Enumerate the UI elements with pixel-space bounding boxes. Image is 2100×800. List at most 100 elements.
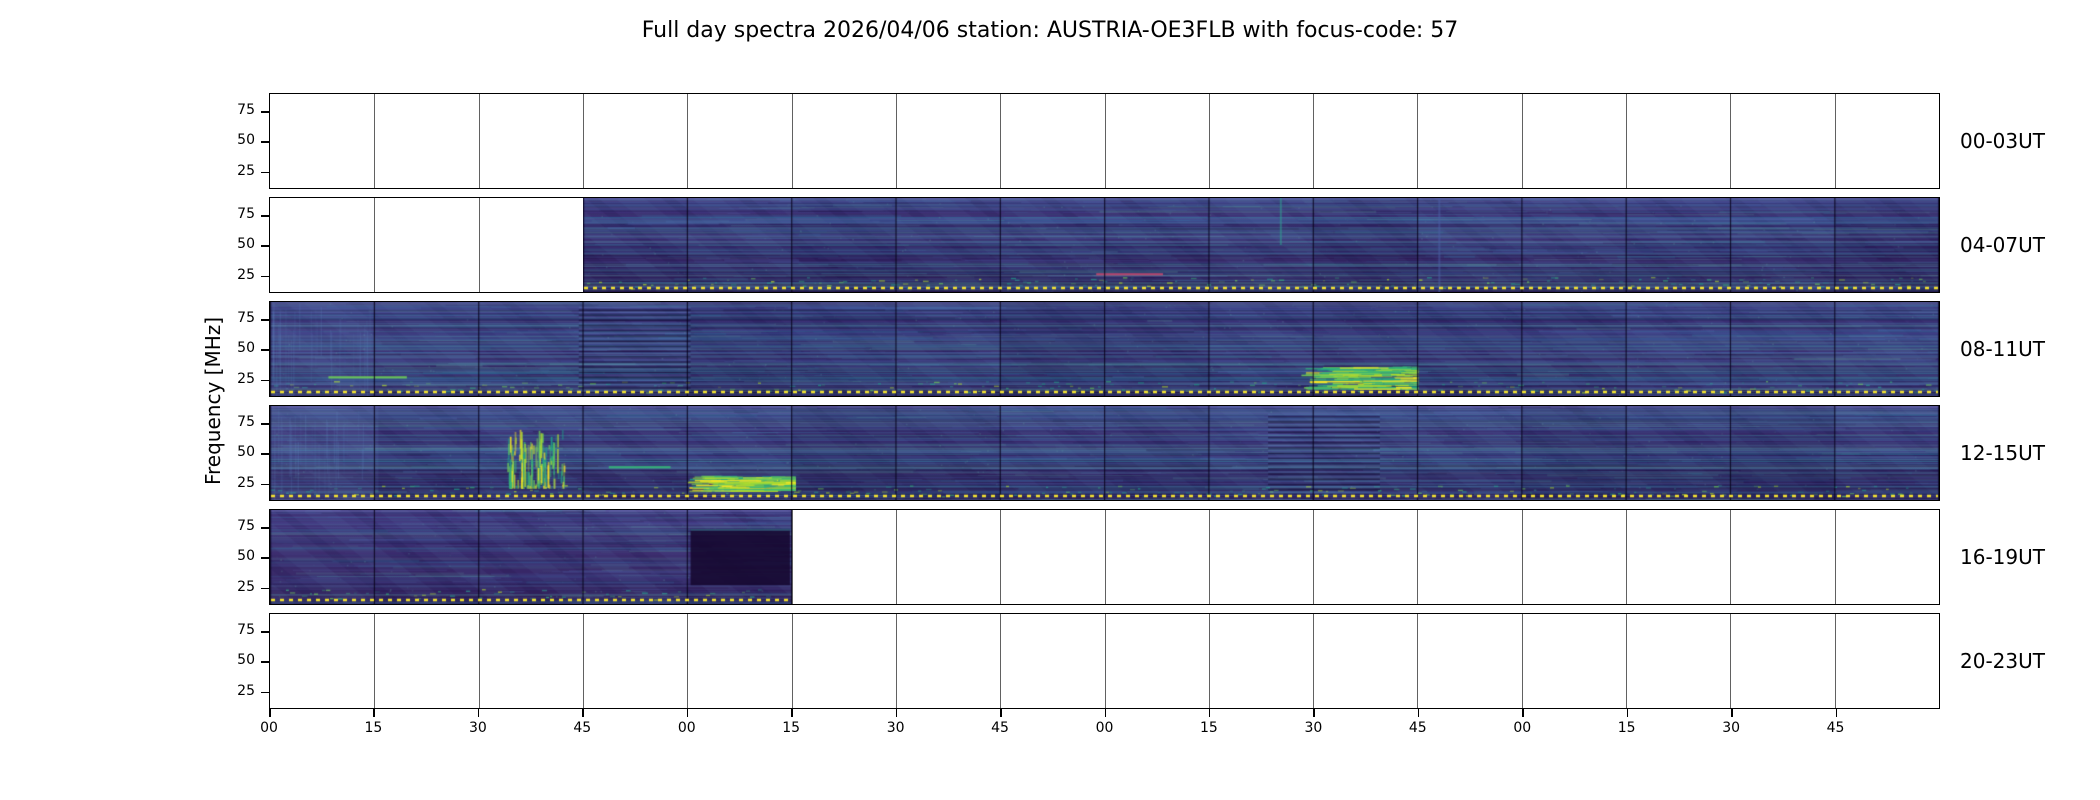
x-tick-mark — [1731, 709, 1733, 717]
x-tick-label: 30 — [468, 720, 487, 736]
segment-divider — [1000, 510, 1002, 604]
segment-divider — [1626, 94, 1628, 188]
spectra-panel-row5 — [269, 613, 1940, 709]
spectrogram-canvas-row2 — [270, 302, 1939, 396]
y-tick-label: 75 — [237, 414, 255, 431]
segment-divider — [1834, 614, 1836, 708]
x-tick-label: 45 — [1826, 720, 1845, 736]
segment-divider — [1521, 510, 1523, 604]
segment-divider — [1313, 94, 1315, 188]
x-tick-mark — [1626, 709, 1629, 717]
y-tick-label: 50 — [237, 340, 255, 357]
spectrogram-canvas-row4 — [270, 510, 792, 604]
x-tick-label: 15 — [1200, 720, 1218, 736]
y-tick-mark — [261, 423, 269, 425]
y-tick-mark — [261, 631, 269, 633]
segment-divider — [374, 94, 376, 188]
x-tick-mark — [1104, 709, 1106, 717]
y-tick-mark — [261, 215, 269, 217]
y-tick-label: 50 — [237, 236, 255, 253]
x-tick-mark — [582, 709, 584, 717]
y-tick-mark — [261, 557, 269, 559]
segment-divider — [478, 198, 480, 292]
y-tick-label: 50 — [237, 548, 255, 565]
spectra-panel-row3 — [269, 405, 1940, 501]
segment-divider — [478, 94, 480, 188]
row-label: 20-23UT — [1960, 649, 2045, 673]
y-tick-label: 25 — [237, 682, 255, 699]
segment-divider — [1104, 510, 1106, 604]
y-tick-mark — [261, 111, 269, 113]
y-tick-label: 50 — [237, 444, 255, 461]
y-tick-mark — [261, 349, 269, 351]
x-tick-label: 00 — [1513, 720, 1532, 736]
y-tick-mark — [261, 483, 269, 486]
spectra-panel-row0 — [269, 93, 1940, 189]
row-label: 04-07UT — [1960, 233, 2045, 257]
segment-divider — [1521, 614, 1523, 708]
segment-divider — [1626, 510, 1628, 604]
y-tick-label: 75 — [237, 310, 255, 327]
y-tick-mark — [261, 527, 269, 529]
x-tick-mark — [1522, 709, 1524, 717]
y-tick-label: 75 — [237, 102, 255, 119]
y-tick-mark — [261, 453, 269, 455]
segment-divider — [1417, 94, 1419, 188]
segment-divider — [1417, 510, 1419, 604]
segment-divider — [374, 198, 376, 292]
y-tick-label: 75 — [237, 206, 255, 223]
segment-divider — [374, 614, 376, 708]
x-tick-mark — [791, 709, 793, 717]
x-tick-label: 45 — [573, 720, 592, 736]
x-tick-label: 15 — [364, 720, 383, 736]
x-tick-label: 15 — [782, 720, 801, 736]
x-tick-mark — [895, 709, 898, 717]
row-label: 16-19UT — [1960, 545, 2045, 569]
y-tick-mark — [261, 661, 269, 663]
segment-divider — [1521, 94, 1523, 188]
x-tick-mark — [1208, 709, 1211, 717]
segment-divider — [478, 614, 480, 708]
y-tick-mark — [261, 141, 269, 143]
spectra-panel-row1 — [269, 197, 1940, 293]
segment-divider — [1208, 614, 1210, 708]
segment-divider — [1417, 614, 1419, 708]
segment-divider — [791, 614, 793, 708]
y-tick-label: 25 — [237, 474, 255, 491]
segment-divider — [791, 510, 793, 604]
spectrogram-canvas-row1 — [582, 198, 1939, 292]
spectra-panel-row4 — [269, 509, 1940, 605]
x-tick-label: 30 — [1722, 720, 1741, 736]
segment-divider — [1626, 614, 1628, 708]
segment-divider — [791, 94, 793, 188]
x-tick-label: 00 — [1095, 720, 1114, 736]
segment-divider — [1000, 94, 1002, 188]
segment-divider — [1313, 614, 1315, 708]
segment-divider — [1730, 614, 1732, 708]
x-tick-label: 45 — [991, 720, 1009, 736]
y-tick-mark — [261, 245, 269, 247]
x-tick-label: 30 — [886, 720, 905, 736]
segment-divider — [1208, 510, 1210, 604]
segment-divider — [1834, 94, 1836, 188]
segment-divider — [895, 510, 897, 604]
x-tick-mark — [1313, 709, 1315, 717]
x-tick-label: 45 — [1408, 720, 1427, 736]
segment-divider — [895, 94, 897, 188]
segment-divider — [1000, 614, 1002, 708]
y-tick-label: 25 — [237, 370, 255, 387]
x-tick-mark — [1000, 709, 1002, 717]
spectra-panel-row2 — [269, 301, 1940, 397]
y-tick-label: 25 — [237, 578, 255, 595]
y-tick-mark — [261, 319, 269, 321]
segment-divider — [687, 614, 689, 708]
segment-divider — [1730, 94, 1732, 188]
y-tick-label: 50 — [237, 652, 255, 669]
y-tick-mark — [261, 171, 269, 174]
x-tick-mark — [477, 709, 480, 717]
x-tick-mark — [1417, 709, 1420, 717]
segment-divider — [687, 94, 689, 188]
y-tick-mark — [261, 587, 269, 590]
y-tick-label: 25 — [237, 266, 255, 283]
row-label: 08-11UT — [1960, 337, 2045, 361]
